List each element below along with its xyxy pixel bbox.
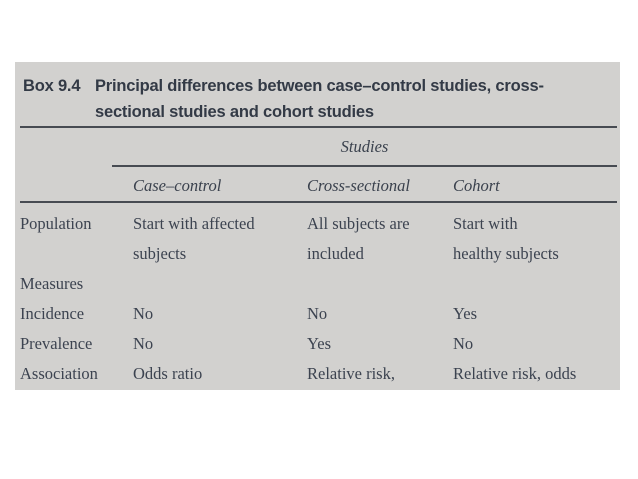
row-label-prevalence: Prevalence — [20, 334, 93, 353]
box-title: Box 9.4 Principal differences between ca… — [23, 73, 616, 125]
row-label-association: Association — [20, 364, 98, 383]
box-title-text: Principal differences between case–contr… — [95, 73, 544, 125]
title-divider — [20, 126, 617, 128]
cell-association-case-control: Odds ratio — [133, 364, 203, 383]
cell-incidence-cohort: Yes — [453, 304, 478, 323]
cell-incidence-cross-sectional: No — [307, 304, 328, 323]
box-title-line-2: sectional studies and cohort studies — [95, 103, 374, 121]
cell-prevalence-cross-sectional: Yes — [307, 334, 332, 353]
row-header-spacer — [20, 174, 133, 198]
column-header-case-control: Case–control — [133, 176, 222, 195]
column-header-cross-sectional: Cross-sectional — [307, 176, 410, 195]
cell-incidence-case-control: No — [133, 304, 154, 323]
cell-population-case-control: Start with affected subjects — [133, 214, 255, 263]
row-label-incidence: Incidence — [20, 304, 85, 323]
cell-prevalence-cohort: No — [453, 334, 474, 353]
header-divider — [20, 201, 617, 203]
cell-population-cohort: Start with healthy subjects — [453, 214, 559, 263]
cell-association-cross-sectional: Relative risk, — [307, 364, 395, 383]
cell-measures-cross-sectional — [307, 269, 453, 299]
column-header-cohort: Cohort — [453, 176, 500, 195]
row-label-population: Population — [20, 214, 92, 233]
cell-measures-cohort — [453, 269, 620, 299]
row-label-measures: Measures — [20, 274, 84, 293]
cell-prevalence-case-control: No — [133, 334, 154, 353]
studies-divider — [112, 165, 617, 167]
box-title-line-1: Principal differences between case–contr… — [95, 77, 544, 95]
box-number-label: Box 9.4 — [23, 77, 81, 95]
cell-population-cross-sectional: All subjects are included — [307, 214, 410, 263]
table-body: Population Start with affected subjects … — [20, 209, 620, 389]
box-9-4-panel: Box 9.4 Principal differences between ca… — [15, 62, 620, 390]
cell-association-cohort: Relative risk, odds — [453, 364, 577, 383]
studies-group-header: Studies — [340, 137, 389, 156]
table-column-headers: Case–control Cross-sectional Cohort — [20, 174, 620, 198]
cell-measures-case-control — [133, 269, 307, 299]
